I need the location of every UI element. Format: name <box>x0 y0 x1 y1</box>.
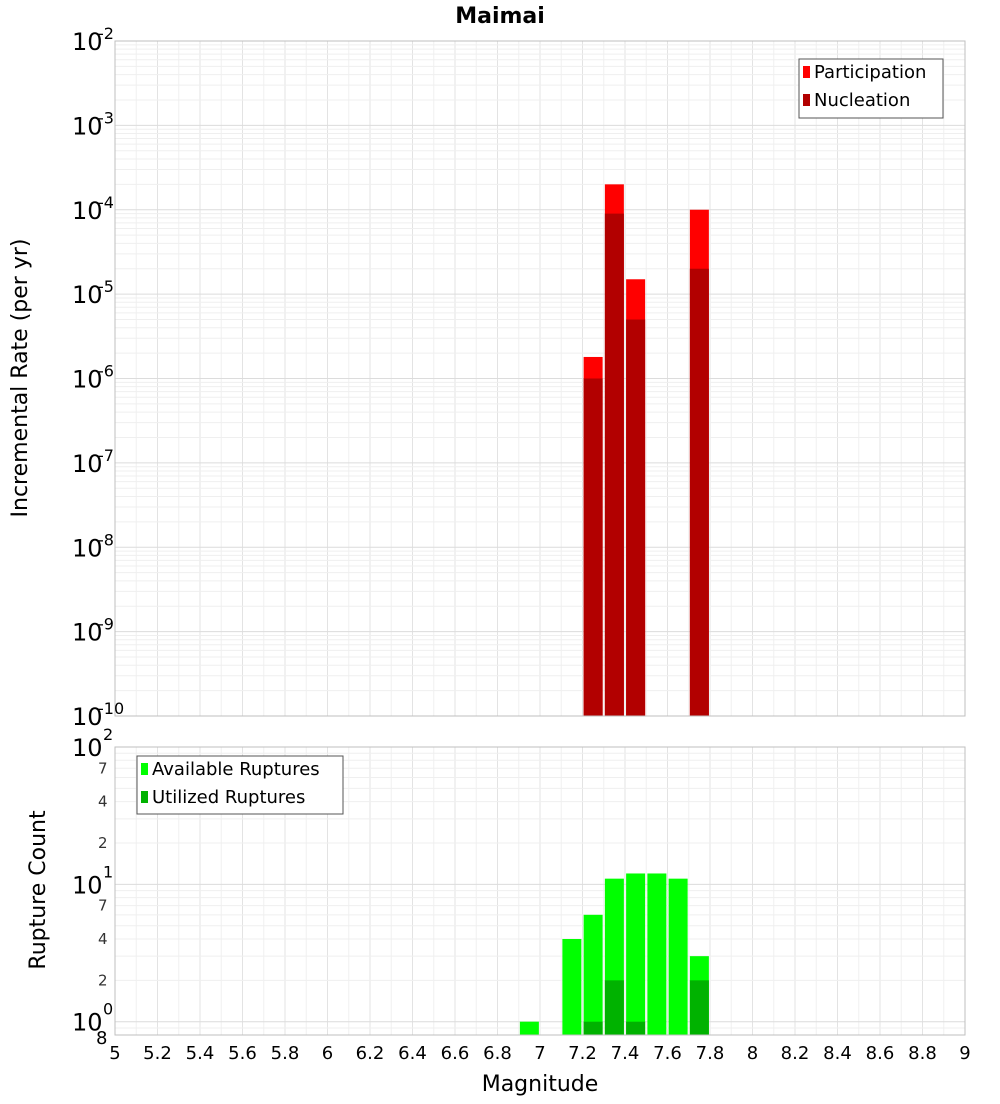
x-tick-label: 5.2 <box>143 1043 172 1064</box>
bottom-y-tick-base: 10 <box>72 871 103 899</box>
nucleation-bar <box>604 213 624 717</box>
x-tick-label: 6 <box>322 1043 333 1064</box>
top-y-tick-exponent: -7 <box>98 446 114 465</box>
top-y-axis-label: Incremental Rate (per yr) <box>8 239 33 518</box>
nucleation-bar <box>689 268 709 716</box>
bottom-y-minor-tick-label: 7 <box>98 759 108 777</box>
utilized-ruptures-bar <box>604 980 624 1035</box>
available-ruptures-bar <box>583 914 603 1035</box>
x-tick-label: 5.6 <box>228 1043 257 1064</box>
available-ruptures-bar <box>626 873 646 1035</box>
x-tick-label: 6.8 <box>483 1043 512 1064</box>
top-y-tick-exponent: -10 <box>98 699 124 718</box>
bottom-y-tick-exponent: 2 <box>103 725 113 744</box>
utilized-ruptures-bar <box>626 1021 646 1035</box>
bottom-legend-swatch <box>141 791 148 803</box>
bottom-legend-label: Utilized Ruptures <box>152 787 305 808</box>
available-ruptures-bar <box>519 1021 539 1035</box>
bottom-y-tick-base: 10 <box>72 1009 103 1037</box>
x-tick-label: 7.8 <box>696 1043 725 1064</box>
top-y-tick-exponent: -8 <box>98 530 114 549</box>
top-legend-label: Participation <box>814 62 926 83</box>
x-axis-label: Magnitude <box>482 1072 599 1097</box>
x-tick-label: 9 <box>959 1043 970 1064</box>
top-y-tick-base: 10 <box>72 281 103 309</box>
bottom-y-tick-exponent: 0 <box>103 1000 113 1019</box>
x-tick-label: 7.2 <box>568 1043 597 1064</box>
x-tick-label: 8.6 <box>866 1043 895 1064</box>
x-tick-label: 8 <box>747 1043 758 1064</box>
bottom-legend-label: Available Ruptures <box>152 759 320 780</box>
bottom-y-minor-tick-label: 2 <box>98 834 108 852</box>
x-tick-label: 6.6 <box>441 1043 470 1064</box>
top-y-tick-base: 10 <box>72 619 103 647</box>
available-ruptures-bar <box>562 939 582 1035</box>
top-y-tick-base: 10 <box>72 197 103 225</box>
available-ruptures-bar <box>647 873 667 1035</box>
top-legend-label: Nucleation <box>814 90 910 111</box>
top-y-tick-exponent: -9 <box>98 615 114 634</box>
bottom-y-minor-tick-label: 8 <box>96 1028 107 1049</box>
x-tick-label: 8.4 <box>823 1043 852 1064</box>
nucleation-bar <box>583 378 603 716</box>
top-legend-box <box>798 58 944 119</box>
top-y-tick-base: 10 <box>72 534 103 562</box>
x-tick-label: 7.6 <box>653 1043 682 1064</box>
available-ruptures-bar <box>668 878 688 1035</box>
x-tick-label: 5.8 <box>271 1043 300 1064</box>
top-y-tick-exponent: -6 <box>98 362 114 381</box>
x-tick-label: 7.4 <box>611 1043 640 1064</box>
bottom-y-tick-base: 10 <box>72 734 103 762</box>
bottom-y-minor-tick-label: 7 <box>98 897 108 915</box>
bottom-plot-border <box>114 746 966 1036</box>
bottom-y-minor-tick-label: 4 <box>98 930 108 948</box>
top-y-tick-exponent: -5 <box>98 277 114 296</box>
top-plot-border <box>114 40 966 717</box>
top-y-tick-exponent: -3 <box>98 108 114 127</box>
top-y-tick-exponent: -4 <box>98 193 114 212</box>
bottom-y-axis-label: Rupture Count <box>26 810 51 970</box>
x-tick-label: 6.2 <box>356 1043 385 1064</box>
bottom-y-minor-tick-label: 4 <box>98 793 108 811</box>
top-y-tick-base: 10 <box>72 703 103 731</box>
bottom-legend-box <box>136 755 344 815</box>
x-tick-label: 5.4 <box>186 1043 215 1064</box>
x-tick-label: 8.2 <box>781 1043 810 1064</box>
nucleation-bar <box>626 319 646 716</box>
top-y-tick-base: 10 <box>72 28 103 56</box>
top-legend-swatch <box>803 94 810 106</box>
x-tick-label: 5 <box>109 1043 120 1064</box>
utilized-ruptures-bar <box>689 980 709 1035</box>
chart-title: Maimai <box>455 4 545 29</box>
x-tick-label: 8.8 <box>908 1043 937 1064</box>
bottom-y-tick-exponent: 1 <box>103 862 113 881</box>
top-y-tick-base: 10 <box>72 112 103 140</box>
top-y-tick-base: 10 <box>72 366 103 394</box>
bottom-y-minor-tick-label: 2 <box>98 971 108 989</box>
utilized-ruptures-bar <box>583 1021 603 1035</box>
x-tick-label: 6.4 <box>398 1043 427 1064</box>
top-legend-swatch <box>803 66 810 78</box>
bottom-legend-swatch <box>141 763 148 775</box>
top-y-tick-exponent: -2 <box>98 24 114 43</box>
top-y-tick-base: 10 <box>72 450 103 478</box>
x-tick-label: 7 <box>534 1043 545 1064</box>
